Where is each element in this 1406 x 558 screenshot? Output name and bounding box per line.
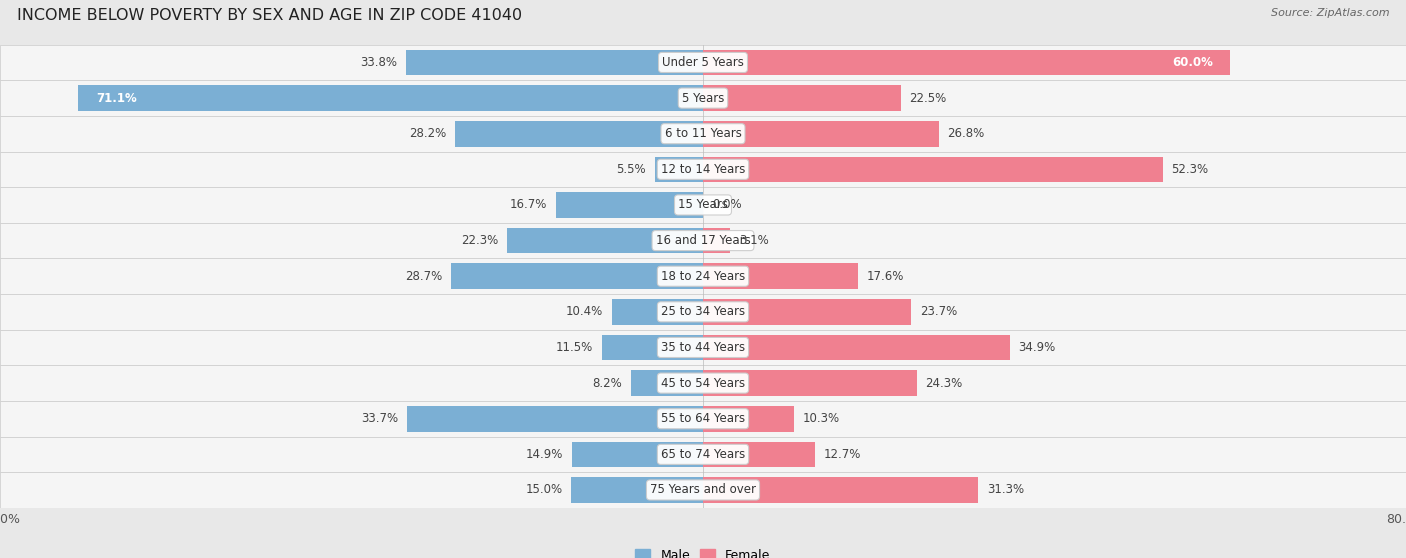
Text: 34.9%: 34.9% (1018, 341, 1056, 354)
Text: INCOME BELOW POVERTY BY SEX AND AGE IN ZIP CODE 41040: INCOME BELOW POVERTY BY SEX AND AGE IN Z… (17, 8, 522, 23)
Text: 26.8%: 26.8% (948, 127, 984, 140)
Bar (703, 299, 911, 325)
Text: 52.3%: 52.3% (1171, 163, 1209, 176)
Bar (451, 263, 703, 289)
Text: 24.3%: 24.3% (925, 377, 963, 389)
Bar (703, 477, 979, 503)
Bar (703, 50, 1230, 75)
Bar (456, 121, 703, 147)
Text: 71.1%: 71.1% (96, 92, 136, 104)
Bar (703, 441, 814, 467)
Text: 16 and 17 Years: 16 and 17 Years (655, 234, 751, 247)
Bar (0, 365, 1406, 401)
Bar (406, 406, 703, 431)
Bar (0, 294, 1406, 330)
Text: 18 to 24 Years: 18 to 24 Years (661, 270, 745, 283)
Text: 0.0%: 0.0% (711, 199, 741, 211)
Text: 65 to 74 Years: 65 to 74 Years (661, 448, 745, 461)
Text: 17.6%: 17.6% (866, 270, 904, 283)
Text: 45 to 54 Years: 45 to 54 Years (661, 377, 745, 389)
Text: Source: ZipAtlas.com: Source: ZipAtlas.com (1271, 8, 1389, 18)
Bar (703, 263, 858, 289)
Bar (703, 121, 939, 147)
Bar (703, 371, 917, 396)
Bar (0, 80, 1406, 116)
Bar (703, 406, 793, 431)
Bar (0, 258, 1406, 294)
Text: 22.5%: 22.5% (910, 92, 946, 104)
Text: 8.2%: 8.2% (592, 377, 621, 389)
Text: 33.7%: 33.7% (361, 412, 398, 425)
Text: 14.9%: 14.9% (526, 448, 564, 461)
Bar (508, 228, 703, 253)
Text: 33.8%: 33.8% (360, 56, 398, 69)
Bar (0, 187, 1406, 223)
Bar (557, 192, 703, 218)
Text: 15.0%: 15.0% (526, 483, 562, 497)
Text: 15 Years: 15 Years (678, 199, 728, 211)
Text: 55 to 64 Years: 55 to 64 Years (661, 412, 745, 425)
Text: 3.1%: 3.1% (740, 234, 769, 247)
Text: 28.2%: 28.2% (409, 127, 447, 140)
Text: Under 5 Years: Under 5 Years (662, 56, 744, 69)
Bar (0, 472, 1406, 508)
Text: 10.3%: 10.3% (803, 412, 839, 425)
Text: 60.0%: 60.0% (1171, 56, 1212, 69)
Bar (571, 477, 703, 503)
Text: 35 to 44 Years: 35 to 44 Years (661, 341, 745, 354)
Bar (631, 371, 703, 396)
Bar (572, 441, 703, 467)
Bar (612, 299, 703, 325)
Bar (703, 335, 1010, 360)
Text: 16.7%: 16.7% (510, 199, 547, 211)
Text: 22.3%: 22.3% (461, 234, 498, 247)
Bar (79, 85, 703, 111)
Legend: Male, Female: Male, Female (636, 549, 770, 558)
Text: 25 to 34 Years: 25 to 34 Years (661, 305, 745, 318)
Bar (406, 50, 703, 75)
Text: 31.3%: 31.3% (987, 483, 1024, 497)
Bar (0, 223, 1406, 258)
Text: 23.7%: 23.7% (920, 305, 957, 318)
Bar (0, 401, 1406, 436)
Bar (0, 116, 1406, 152)
Text: 6 to 11 Years: 6 to 11 Years (665, 127, 741, 140)
Bar (703, 156, 1163, 182)
Bar (655, 156, 703, 182)
Bar (0, 152, 1406, 187)
Bar (0, 330, 1406, 365)
Text: 10.4%: 10.4% (565, 305, 603, 318)
Text: 5.5%: 5.5% (616, 163, 645, 176)
Text: 5 Years: 5 Years (682, 92, 724, 104)
Text: 11.5%: 11.5% (555, 341, 593, 354)
Bar (703, 85, 901, 111)
Text: 75 Years and over: 75 Years and over (650, 483, 756, 497)
Text: 28.7%: 28.7% (405, 270, 441, 283)
Text: 12.7%: 12.7% (824, 448, 860, 461)
Bar (0, 45, 1406, 80)
Bar (602, 335, 703, 360)
Bar (703, 228, 730, 253)
Bar (0, 436, 1406, 472)
Text: 12 to 14 Years: 12 to 14 Years (661, 163, 745, 176)
